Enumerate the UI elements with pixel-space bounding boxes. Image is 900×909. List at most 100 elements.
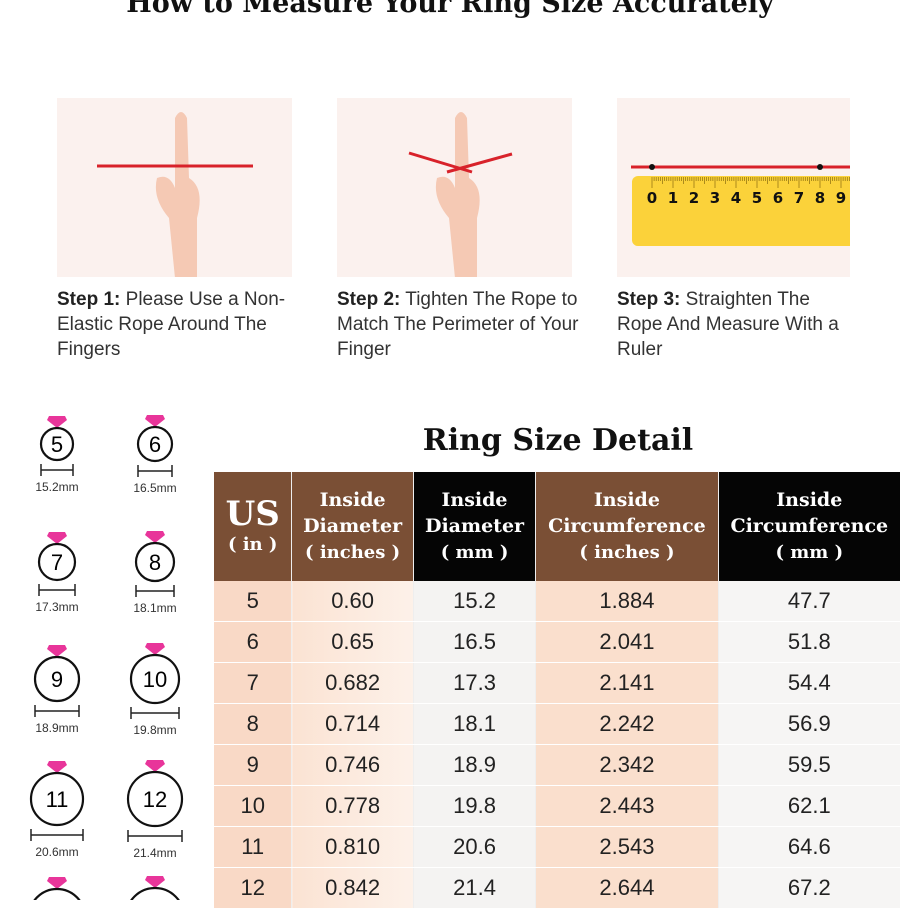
gem-icon xyxy=(145,643,165,655)
ring-diameter-label: 18.1mm xyxy=(133,601,176,615)
step-1-image xyxy=(57,98,292,277)
step-description: Tighten The Rope to Match The Perimeter … xyxy=(337,289,579,360)
step-3-text: Step 3: Straighten The Rope And Measure … xyxy=(617,287,857,362)
ring-size-number: 12 xyxy=(143,787,167,812)
table-cell: 18.9 xyxy=(412,744,536,786)
table-cell: 8 xyxy=(214,703,292,745)
ruler-number: 8 xyxy=(815,189,825,207)
ring-diameter-label: 17.3mm xyxy=(35,600,78,614)
ring-icon: 8 18.1mm xyxy=(133,531,177,615)
step-description: Straighten The Rope And Measure With a R… xyxy=(617,289,839,360)
table-cell: 20.6 xyxy=(412,826,536,868)
ring-diameter-label: 21.4mm xyxy=(133,846,176,860)
table-row: 9 0.746 18.9 2.342 59.5 xyxy=(214,744,900,786)
header-circumference-inches: Inside Circumference( inches ) xyxy=(535,472,719,581)
ring-size-number: 5 xyxy=(51,432,63,457)
table-cell: 11 xyxy=(214,826,292,868)
table-cell: 16.5 xyxy=(412,621,536,663)
ring-circle xyxy=(126,770,184,828)
ruler-number: 6 xyxy=(773,189,783,207)
ring-size-number: 8 xyxy=(149,550,161,575)
ruler-number: 4 xyxy=(731,189,741,207)
ring-circle xyxy=(29,771,85,827)
ring-icon xyxy=(33,877,81,900)
table-cell: 19.8 xyxy=(412,785,536,827)
table-cell: 7 xyxy=(214,662,292,704)
gem-icon xyxy=(47,761,67,773)
page-title: How to Measure Your Ring Size Accurately xyxy=(126,0,774,19)
ruler-number: 1 xyxy=(668,189,678,207)
table-cell: 59.5 xyxy=(717,744,900,786)
ruler-number: 5 xyxy=(752,189,762,207)
hand-rope-illustration xyxy=(97,112,253,277)
ring-icon: 12 21.4mm xyxy=(126,760,184,860)
header-circumference-mm: Inside Circumference( mm ) xyxy=(717,472,900,581)
table-cell: 0.65 xyxy=(291,621,414,663)
table-row: 12 0.842 21.4 2.644 67.2 xyxy=(214,867,900,909)
table-cell: 0.60 xyxy=(291,581,414,622)
step-1-text: Step 1: Please Use a Non-Elastic Rope Ar… xyxy=(57,287,317,362)
ring-size-icons: 5 15.2mm 6 16.5mm 7 17.3mm 8 18.1mm 9 18.9mm 10 19.… xyxy=(29,415,184,900)
ring-icon: 5 15.2mm xyxy=(35,416,79,494)
ring-size-number: 7 xyxy=(51,550,63,575)
step-label: Step 2: xyxy=(337,289,401,310)
table-row: 7 0.682 17.3 2.141 54.4 xyxy=(214,662,900,704)
rope-line xyxy=(446,152,513,174)
table-cell: 1.884 xyxy=(535,581,719,622)
ruler-number: 2 xyxy=(689,189,699,207)
ring-diameter-label: 18.9mm xyxy=(35,721,78,735)
ring-icon: 10 19.8mm xyxy=(129,643,181,737)
ring-size-number: 11 xyxy=(46,787,69,812)
ring-circle xyxy=(33,887,81,900)
table-cell: 12 xyxy=(214,867,292,909)
rope-mark xyxy=(817,164,823,170)
table-cell: 6 xyxy=(214,621,292,663)
table-cell: 2.041 xyxy=(535,621,719,663)
table-cell: 2.443 xyxy=(535,785,719,827)
table-cell: 56.9 xyxy=(717,703,900,745)
table-cell: 15.2 xyxy=(412,581,536,622)
table-cell: 0.810 xyxy=(291,826,414,868)
ring-size-number: 6 xyxy=(149,432,161,457)
hand-rope-illustration xyxy=(408,112,513,277)
gem-icon xyxy=(145,415,165,427)
gem-icon xyxy=(47,532,67,544)
table-cell: 54.4 xyxy=(717,662,900,704)
table-cell: 17.3 xyxy=(412,662,536,704)
step-2-text: Step 2: Tighten The Rope to Match The Pe… xyxy=(337,287,587,362)
ring-icon: 6 16.5mm xyxy=(133,415,177,495)
table-row: 6 0.65 16.5 2.041 51.8 xyxy=(214,621,900,663)
ring-circle xyxy=(33,655,81,703)
ruler-number: 9 xyxy=(836,189,846,207)
ring-size-detail-title: Ring Size Detail xyxy=(422,423,694,458)
table-cell: 0.746 xyxy=(291,744,414,786)
gem-icon xyxy=(145,531,165,543)
ruler xyxy=(632,176,850,246)
table-cell: 10 xyxy=(214,785,292,827)
ruler-number: 0 xyxy=(647,189,657,207)
ring-circle xyxy=(129,653,181,705)
table-cell: 2.242 xyxy=(535,703,719,745)
table-cell: 47.7 xyxy=(717,581,900,622)
table-row: 11 0.810 20.6 2.543 64.6 xyxy=(214,826,900,868)
ring-circle xyxy=(37,542,77,582)
table-row: 8 0.714 18.1 2.242 56.9 xyxy=(214,703,900,745)
step-2-image xyxy=(337,98,572,277)
table-cell: 51.8 xyxy=(717,621,900,663)
header-diameter-mm: Inside Diameter( mm ) xyxy=(412,472,536,581)
table-cell: 21.4 xyxy=(412,867,536,909)
hand-icon xyxy=(435,112,480,277)
table-row: 5 0.60 15.2 1.884 47.7 xyxy=(214,581,900,622)
ring-size-number: 10 xyxy=(143,667,167,692)
ruler-number: 7 xyxy=(794,189,804,207)
ruler-number: 3 xyxy=(710,189,720,207)
gem-icon xyxy=(47,416,67,428)
ring-circle xyxy=(130,886,180,900)
ring-icon: 9 18.9mm xyxy=(33,645,81,735)
rope-mark xyxy=(649,164,655,170)
header-us: US( in ) xyxy=(214,472,292,581)
ring-diameter-label: 15.2mm xyxy=(35,480,78,494)
ring-diameter-label: 19.8mm xyxy=(133,723,176,737)
ring-size-number: 9 xyxy=(51,667,63,692)
